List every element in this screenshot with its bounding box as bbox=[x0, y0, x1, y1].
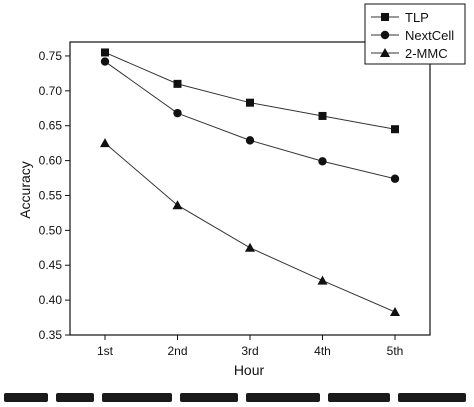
data-point-tlp bbox=[391, 125, 399, 134]
data-point-2-mmc bbox=[172, 200, 183, 210]
plot-frame bbox=[69, 41, 431, 336]
y-tick-label: 0.75 bbox=[39, 49, 63, 63]
legend: TLP NextCell 2-MMC bbox=[364, 3, 466, 65]
y-tick-label: 0.55 bbox=[39, 188, 63, 202]
y-tick-label: 0.65 bbox=[39, 119, 63, 133]
data-point-nextcell bbox=[100, 57, 110, 66]
y-tick-label: 0.40 bbox=[39, 293, 63, 307]
y-tick-label: 0.70 bbox=[39, 84, 63, 98]
x-tick-label: 1st bbox=[97, 344, 114, 358]
data-point-nextcell bbox=[245, 136, 255, 145]
data-point-2-mmc bbox=[100, 138, 110, 148]
x-axis-label: Hour bbox=[234, 362, 265, 378]
series-line-nextcell bbox=[104, 61, 396, 180]
series-2-mmc bbox=[100, 138, 400, 316]
legend-label-2-mmc: 2-MMC bbox=[405, 46, 448, 61]
data-point-nextcell bbox=[173, 108, 182, 118]
legend-marker-nextcell bbox=[380, 30, 390, 40]
y-tick-label: 0.50 bbox=[39, 223, 63, 237]
data-point-nextcell bbox=[318, 157, 327, 166]
legend-marker-tlp bbox=[381, 13, 389, 21]
data-point-2-mmc bbox=[317, 275, 328, 285]
series-line-tlp bbox=[104, 52, 396, 130]
line-chart: 0.35 0.40 0.45 0.50 0.55 0.60 0.65 0.70 0.75 1st… bbox=[17, 3, 466, 378]
y-axis-ticks: 0.35 0.40 0.45 0.50 0.55 0.60 0.65 0.70 0.75 bbox=[39, 49, 70, 342]
plot-border bbox=[69, 41, 431, 336]
x-axis-ticks: 1st 2nd 3rd 4th 5th bbox=[97, 335, 403, 358]
y-tick-label: 0.35 bbox=[39, 328, 63, 342]
x-tick-label: 2nd bbox=[167, 344, 187, 358]
x-tick-label: 4th bbox=[314, 344, 331, 358]
data-point-tlp bbox=[173, 79, 182, 88]
cropped-caption-text bbox=[0, 384, 474, 407]
data-point-nextcell bbox=[390, 174, 400, 183]
series-layer bbox=[100, 48, 400, 316]
data-point-tlp bbox=[101, 48, 109, 57]
series-nextcell bbox=[100, 57, 400, 183]
data-point-2-mmc bbox=[390, 306, 400, 316]
y-tick-label: 0.60 bbox=[39, 154, 63, 168]
legend-marker-2-mmc bbox=[380, 48, 390, 57]
x-tick-label: 5th bbox=[387, 344, 404, 358]
legend-label-tlp: TLP bbox=[405, 10, 429, 25]
y-axis-label: Accuracy bbox=[17, 161, 33, 219]
data-point-2-mmc bbox=[245, 242, 255, 252]
data-point-tlp bbox=[318, 111, 327, 120]
legend-label-nextcell: NextCell bbox=[405, 28, 454, 43]
series-tlp bbox=[101, 48, 399, 134]
y-tick-label: 0.45 bbox=[39, 258, 63, 272]
data-point-tlp bbox=[246, 98, 254, 107]
x-tick-label: 3rd bbox=[241, 344, 258, 358]
